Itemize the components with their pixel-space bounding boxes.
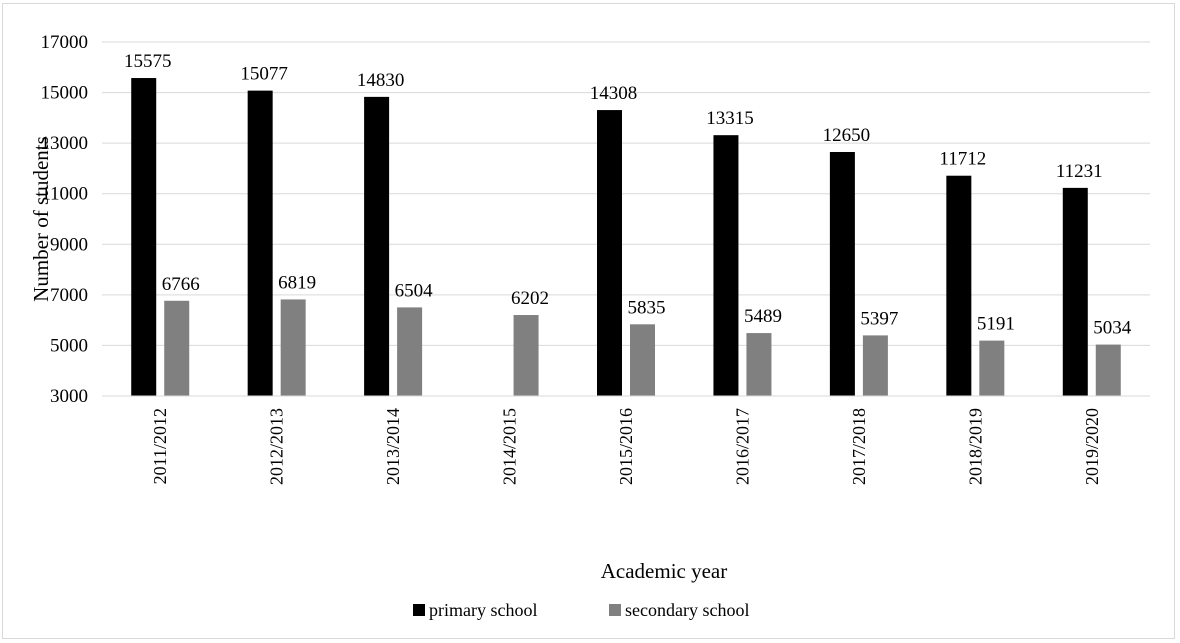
x-tick-label: 2011/2012 xyxy=(150,408,170,484)
data-label: 6504 xyxy=(395,280,434,301)
data-label: 5191 xyxy=(977,314,1015,335)
gridlines xyxy=(102,41,1150,346)
y-tick-label: 15000 xyxy=(41,83,89,104)
y-tick-label: 3000 xyxy=(50,386,88,407)
bar-secondary-school xyxy=(1095,344,1121,396)
x-tick-label: 2015/2016 xyxy=(616,408,636,485)
legend-label-primary-school: primary school xyxy=(429,600,537,620)
bar-secondary-school xyxy=(862,335,888,396)
x-tick-label: 2019/2020 xyxy=(1082,408,1102,485)
y-tick-label: 5000 xyxy=(50,335,88,356)
bar-secondary-school xyxy=(513,315,539,396)
bar-primary-school xyxy=(364,96,390,397)
bar-primary-school xyxy=(713,135,739,396)
x-tick-label: 2014/2015 xyxy=(500,408,520,485)
y-tick-label: 7000 xyxy=(50,285,88,306)
bar-secondary-school xyxy=(746,333,772,396)
data-label: 6766 xyxy=(162,274,200,295)
x-tick-label: 2018/2019 xyxy=(965,408,985,485)
bar-primary-school xyxy=(597,110,622,396)
y-axis-ticks: 3000 5000 7000 9000 11000 13000 15000 17000 xyxy=(41,32,89,407)
data-label: 5489 xyxy=(744,306,782,327)
data-label: 5835 xyxy=(628,297,666,318)
y-tick-label: 9000 xyxy=(50,234,88,255)
bar-secondary-school xyxy=(979,340,1005,396)
legend-swatch-secondary-school xyxy=(609,604,621,616)
bar-secondary-school xyxy=(397,307,423,396)
legend-swatch-primary-school xyxy=(413,604,425,616)
bar-primary-school xyxy=(247,90,273,397)
bar-secondary-school xyxy=(164,300,190,396)
x-tick-label: 2016/2017 xyxy=(732,408,752,485)
x-tick-label: 2012/2013 xyxy=(267,408,287,485)
data-label: 5397 xyxy=(860,308,898,329)
data-label: 15575 xyxy=(124,51,172,72)
y-tick-label: 17000 xyxy=(41,32,89,53)
y-axis-title: Number of students xyxy=(29,136,53,302)
bars xyxy=(131,78,1121,397)
bar-secondary-school xyxy=(630,324,655,396)
data-label: 14830 xyxy=(357,70,405,91)
x-tick-label: 2013/2014 xyxy=(383,408,403,485)
x-axis-title: Academic year xyxy=(601,559,728,583)
data-label: 11712 xyxy=(939,149,986,170)
data-label: 11231 xyxy=(1056,161,1103,182)
bar-primary-school xyxy=(131,78,157,397)
data-labels: 15575 6766 15077 6819 14830 6504 6202 14308 5835… xyxy=(124,51,1132,339)
bar-secondary-school xyxy=(280,299,306,396)
chart-frame xyxy=(2,3,1175,639)
legend: primary school secondary school xyxy=(413,600,749,620)
data-label: 5034 xyxy=(1093,318,1132,339)
x-tick-label: 2017/2018 xyxy=(849,408,869,485)
bar-primary-school xyxy=(829,151,855,396)
y-tick-label: 13000 xyxy=(41,133,89,154)
data-label: 15077 xyxy=(240,64,288,85)
y-tick-label: 11000 xyxy=(41,184,88,205)
legend-label-secondary-school: secondary school xyxy=(625,600,749,620)
bar-primary-school xyxy=(1062,187,1088,396)
x-axis-ticks: 2011/2012 2012/2013 2013/2014 2014/2015 2015… xyxy=(150,408,1102,485)
data-label: 14308 xyxy=(590,83,638,104)
data-label: 12650 xyxy=(823,125,871,146)
bar-primary-school xyxy=(946,175,972,396)
data-label: 6202 xyxy=(511,288,549,309)
data-label: 6819 xyxy=(278,272,316,293)
data-label: 13315 xyxy=(706,108,754,129)
